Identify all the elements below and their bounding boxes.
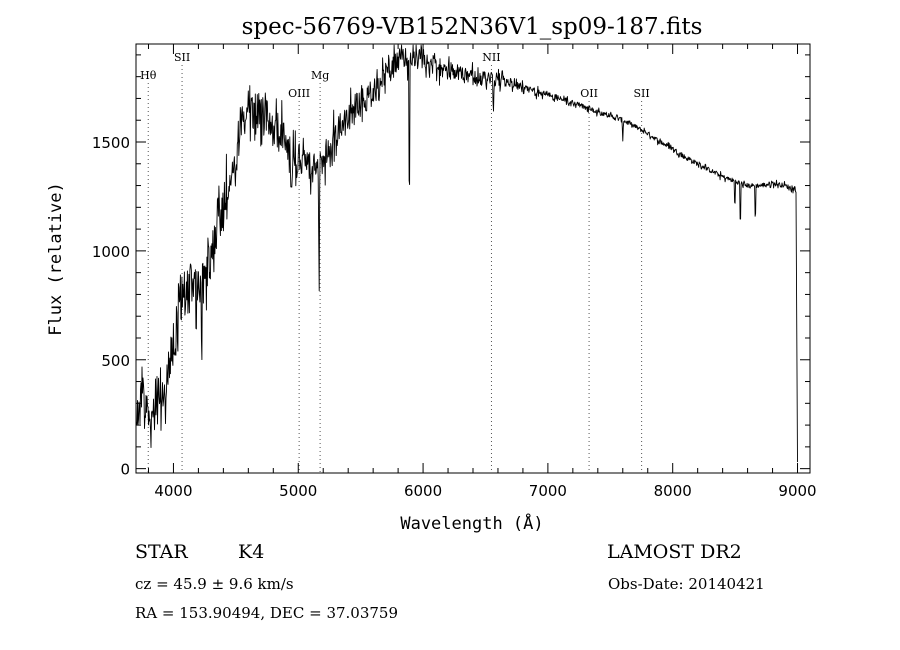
- coordinates: RA = 153.90494, DEC = 37.03759: [135, 604, 399, 622]
- y-axis-label: Flux (relative): [46, 182, 66, 336]
- x-tick-label: 8000: [654, 482, 692, 500]
- survey-name: LAMOST DR2: [607, 541, 742, 563]
- y-tick-label: 1000: [92, 243, 130, 261]
- x-tick-label: 6000: [404, 482, 442, 500]
- spectrum-line: [135, 44, 798, 463]
- spectral-line-label: OIII: [288, 87, 310, 100]
- y-tick-label: 0: [120, 461, 130, 479]
- spectral-line-label: OII: [580, 87, 598, 100]
- x-axis: 4000 5000 6000 7000 8000 9000: [147, 44, 817, 500]
- object-subclass: K4: [238, 541, 265, 563]
- spectral-line-label: SII: [174, 51, 190, 64]
- x-axis-label: Wavelength (Å): [400, 512, 543, 534]
- obs-date: Obs-Date: 20140421: [608, 575, 765, 593]
- spectral-line-label: Hθ: [140, 69, 157, 82]
- x-tick-label: 9000: [778, 482, 816, 500]
- chart-title: spec-56769-VB152N36V1_sp09-187.fits: [242, 14, 703, 40]
- spectrum-series: [135, 44, 798, 463]
- y-tick-label: 1500: [92, 134, 130, 152]
- y-axis: 0 500 1000 1500: [92, 54, 810, 479]
- redshift-value: cz = 45.9 ± 9.6 km/s: [135, 575, 294, 593]
- x-tick-label: 4000: [154, 482, 192, 500]
- object-class: STAR: [135, 541, 188, 563]
- x-tick-label: 7000: [529, 482, 567, 500]
- spectral-line-label: Mg: [311, 69, 329, 82]
- x-tick-label: 5000: [279, 482, 317, 500]
- spectral-line-label: SII: [634, 87, 650, 100]
- plot-frame: [135, 43, 811, 474]
- plot-border: [135, 43, 811, 474]
- y-tick-label: 500: [101, 352, 130, 370]
- spectral-line-label: NII: [482, 51, 500, 64]
